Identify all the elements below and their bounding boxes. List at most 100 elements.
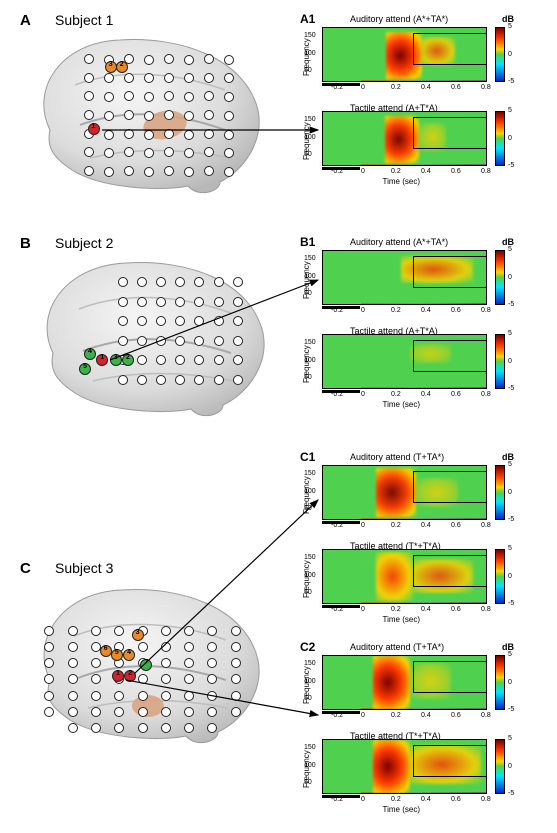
colorbar-tick: -5 [508,78,514,85]
electrode [138,691,148,701]
electrode [138,707,148,717]
xtick: 0 [361,796,365,803]
electrode [156,297,166,307]
xtick: 0 [361,606,365,613]
colorbar [495,739,505,794]
electrode [233,277,243,287]
electrode [138,674,148,684]
electrode [104,111,114,121]
subject-label-A: Subject 1 [55,12,113,28]
baseline-bar [322,605,360,608]
electrode [144,92,154,102]
xtick: 0.2 [391,307,401,314]
spectrogram-group-B1: dBAuditory attend (A*+TA*)50100150Freque… [300,245,545,425]
colorbar-tick: -5 [508,162,514,169]
xtick: 0.4 [421,712,431,719]
xtick: 0.4 [421,796,431,803]
brain-subject-1: 123 [20,30,265,200]
electrode [224,130,234,140]
xtick: 0.2 [391,391,401,398]
spectrogram [322,27,487,82]
colorbar-tick: -5 [508,385,514,392]
xtick: 0.2 [391,168,401,175]
electrode [84,147,94,157]
xtick: 0 [361,391,365,398]
y-axis-label: Frequency [302,261,311,299]
brain-subject-2: 12345 [25,255,270,425]
electrode [138,723,148,733]
electrode [214,277,224,287]
y-axis-label: Frequency [302,476,311,514]
xtick: 0.8 [481,606,491,613]
baseline-bar [322,83,360,86]
electrode [204,54,214,64]
electrode [104,148,114,158]
baseline-bar [322,521,360,524]
condition-label: Auditory attend (T+TA*) [350,452,444,462]
electrode [184,167,194,177]
electrode [91,707,101,717]
condition-label: Auditory attend (T+TA*) [350,642,444,652]
colorbar-tick: 0 [508,274,512,281]
electrode [124,166,134,176]
electrode [137,297,147,307]
colorbar-tick: 5 [508,735,512,742]
xtick: 0 [361,168,365,175]
figure-root: { "colors": { "bg": "#4fd14f", "hot_low"… [0,0,557,833]
electrode-marked: 5 [79,363,91,375]
electrode [231,658,241,668]
xtick: 0 [361,307,365,314]
electrode [137,375,147,385]
electrode [68,707,78,717]
electrode [144,111,154,121]
xtick: 0.6 [451,712,461,719]
electrode-marked: 3 [105,61,117,73]
electrode [84,166,94,176]
electrode [204,73,214,83]
electrode [214,336,224,346]
xtick: 0.6 [451,796,461,803]
colorbar-tick: 0 [508,679,512,686]
spectrogram [322,111,487,166]
electrode [124,73,134,83]
xtick: 0.4 [421,522,431,529]
xtick: 0.8 [481,307,491,314]
electrode [231,642,241,652]
colorbar-tick: -5 [508,516,514,523]
electrode [144,55,154,65]
y-axis-label: Frequency [302,666,311,704]
panel-label-B: B [20,235,31,252]
panel-label-C: C [20,560,31,577]
electrode [84,91,94,101]
electrode [184,723,194,733]
electrode-marked: 6 [100,645,112,657]
electrode [68,658,78,668]
xtick: 0.6 [451,522,461,529]
colorbar-tick: 5 [508,330,512,337]
electrode [161,626,171,636]
electrode [231,626,241,636]
electrode-marked: 2 [116,61,128,73]
colorbar-tick: 5 [508,545,512,552]
electrode [118,297,128,307]
electrode [68,626,78,636]
xtick: 0.2 [391,606,401,613]
spectrogram [322,655,487,710]
xtick: 0 [361,522,365,529]
electrode [68,691,78,701]
electrode [104,92,114,102]
electrode [104,130,114,140]
electrode-marked: 3 [110,354,122,366]
xtick: 0.4 [421,307,431,314]
baseline-bar [322,167,360,170]
electrode [164,166,174,176]
baseline-bar [322,390,360,393]
electrode [214,316,224,326]
x-axis-label: Time (sec) [383,615,420,624]
colorbar [495,27,505,82]
electrode [118,375,128,385]
y-axis-label: Frequency [302,345,311,383]
electrode [214,375,224,385]
x-axis-label: Time (sec) [383,177,420,186]
electrode [91,723,101,733]
